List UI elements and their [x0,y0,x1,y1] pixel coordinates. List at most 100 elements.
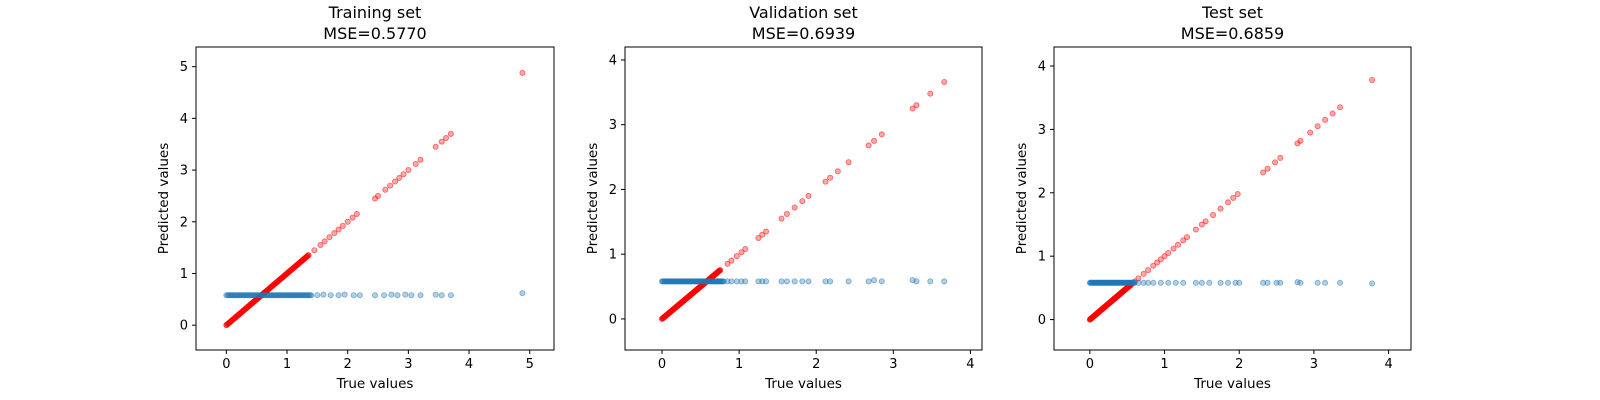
data-point [865,142,872,149]
data-point [1150,279,1157,286]
data-point [412,160,419,167]
data-point [1314,123,1321,130]
data-point [375,192,382,199]
data-point [311,247,318,254]
y-tick-label: 4 [1038,60,1046,75]
data-point [742,278,749,285]
data-point [878,131,885,138]
data-point [1272,159,1279,166]
data-point [317,242,324,249]
data-point [408,292,415,299]
data-point [1165,250,1172,257]
y-tick-label: 3 [1038,123,1046,138]
data-point [783,211,790,218]
data-point [1369,76,1376,83]
data-point [1264,279,1271,286]
data-point [1337,104,1344,111]
data-point [381,292,388,299]
data-point [763,228,770,235]
chart-subtitle: MSE=0.6939 [752,24,855,43]
data-point [394,292,401,299]
data-point [865,278,872,285]
x-tick-label: 0 [222,357,230,372]
data-point [927,278,934,285]
data-point [1314,279,1321,286]
data-point [371,292,378,299]
data-point [878,278,885,285]
data-point [791,204,798,211]
data-point [799,198,806,205]
data-point [1154,259,1161,266]
data-point [1264,165,1271,172]
data-point [724,260,731,267]
data-point [871,137,878,144]
data-point [763,278,770,285]
data-point [402,291,409,298]
data-point [1322,279,1329,286]
data-point [778,278,785,285]
data-point [396,174,403,181]
data-point [799,278,806,285]
data-point [432,291,439,298]
data-point [1217,205,1224,212]
data-point [417,156,424,163]
data-point [344,218,351,225]
data-point [1157,256,1164,263]
data-point [331,230,338,237]
data-point [1174,241,1181,248]
x-tick-label: 1 [283,357,291,372]
data-point [827,278,834,285]
data-point [941,78,948,85]
data-point [1157,279,1164,286]
data-point [827,174,834,181]
data-point [356,292,363,299]
x-axis-label: True values [1193,376,1271,392]
data-point [388,291,395,298]
x-tick-label: 3 [889,357,897,372]
data-point [738,249,745,256]
y-tick-label: 5 [180,60,188,75]
x-axis-label: True values [764,376,842,392]
data-point [1198,221,1205,228]
data-point [442,134,449,141]
data-point [822,278,829,285]
y-tick-label: 0 [1038,313,1046,328]
data-point [927,90,934,97]
series-1 [659,78,948,322]
x-tick-label: 2 [1235,357,1243,372]
data-point [1225,199,1232,206]
subplot-3: 0 1 2 3 4 0 1 2 3 4 Test set MSE=0.6859 True values P… [1014,3,1412,392]
y-tick-label: 3 [609,118,617,133]
y-tick-label: 0 [180,319,188,334]
y-tick-label: 1 [1038,250,1046,265]
data-point [1202,218,1209,225]
data-point [913,278,920,285]
chart-title: Training set [328,3,422,22]
x-tick-label: 3 [1310,357,1318,372]
data-point [339,222,346,229]
data-point [447,130,454,137]
chart-subtitle: MSE=0.5770 [323,24,426,43]
data-point [519,69,526,76]
data-point [1135,279,1142,286]
data-point [791,278,798,285]
y-tick-label: 4 [609,53,617,68]
data-point [1236,279,1243,286]
data-point [447,292,454,299]
axes-frame [195,46,555,351]
y-tick-label: 2 [180,215,188,230]
data-point [1165,279,1172,286]
y-tick-label: 2 [609,183,617,198]
data-point [1225,279,1232,286]
data-point [1198,279,1205,286]
y-axis-label: Predicted values [585,143,601,255]
data-point [755,234,762,241]
data-point [1145,267,1152,274]
y-tick-label: 2 [1038,186,1046,201]
data-point [1322,116,1329,123]
data-point [733,278,740,285]
data-point [1170,245,1177,252]
data-point [717,267,724,274]
data-point [1217,279,1224,286]
